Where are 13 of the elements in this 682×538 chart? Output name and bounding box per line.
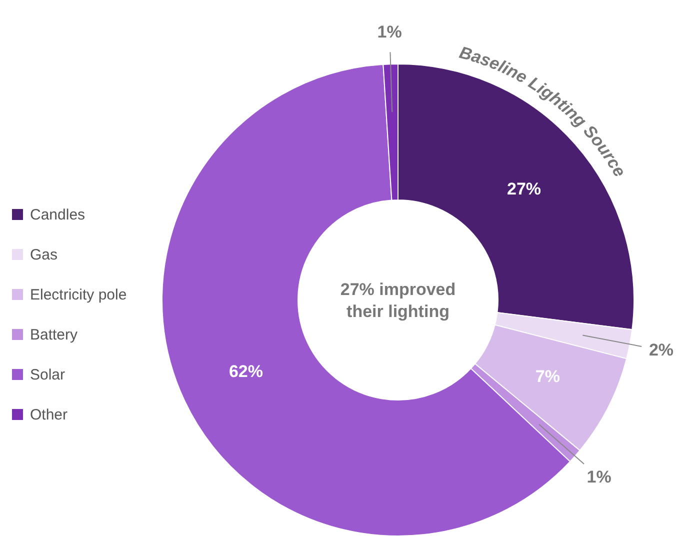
data-label: 1% (586, 468, 612, 487)
data-label: 62% (228, 362, 264, 382)
legend-label: Battery (30, 326, 78, 344)
data-label: 7% (535, 366, 560, 386)
legend-label: Other (30, 406, 68, 424)
data-label: 2% (648, 340, 674, 360)
data-label: 1% (377, 22, 402, 42)
legend-label: Solar (30, 366, 66, 384)
legend-label: Electricity pole (30, 286, 127, 304)
data-label: 27% (507, 179, 542, 198)
text: 27% improved their lighting (340, 280, 456, 321)
legend-label: Candles (30, 206, 86, 224)
legend-label: Gas (30, 246, 58, 264)
